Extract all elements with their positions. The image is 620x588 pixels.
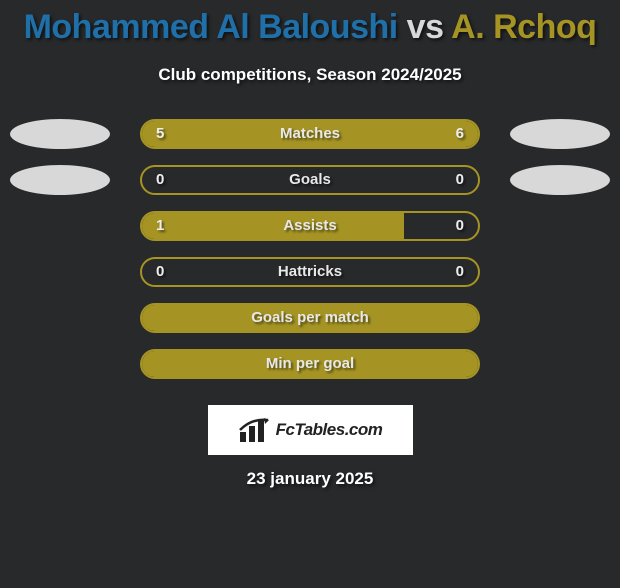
logo-text: FcTables.com [276,420,383,440]
stat-label: Hattricks [142,259,478,285]
comparison-chart: 56Matches 00Goals 10Assists 00Hattricks Goal… [0,119,620,395]
stat-label: Min per goal [142,351,478,377]
stat-label: Goals per match [142,305,478,331]
stat-row: 56Matches [0,119,620,165]
stat-track: Goals per match [140,303,480,333]
stat-track: 10Assists [140,211,480,241]
player1-oval [10,165,110,195]
stat-track: 00Hattricks [140,257,480,287]
stat-track: Min per goal [140,349,480,379]
date-label: 23 january 2025 [0,469,620,489]
title-player2: A. Rchoq [451,8,596,46]
player2-oval [510,165,610,195]
logo-box: FcTables.com [208,405,413,455]
stat-row: 00Hattricks [0,257,620,303]
stat-track: 56Matches [140,119,480,149]
title-vs: vs [398,8,451,46]
title-player1: Mohammed Al Baloushi [24,8,398,46]
stat-row: Min per goal [0,349,620,395]
fctables-logo-icon [238,416,272,444]
stat-row: 10Assists [0,211,620,257]
stat-row: 00Goals [0,165,620,211]
stat-row: Goals per match [0,303,620,349]
stat-label: Matches [142,121,478,147]
player2-oval [510,119,610,149]
page-title: Mohammed Al Baloushi vs A. Rchoq [0,8,620,47]
player1-oval [10,119,110,149]
stat-label: Assists [142,213,478,239]
stat-label: Goals [142,167,478,193]
subtitle: Club competitions, Season 2024/2025 [0,65,620,85]
stat-track: 00Goals [140,165,480,195]
